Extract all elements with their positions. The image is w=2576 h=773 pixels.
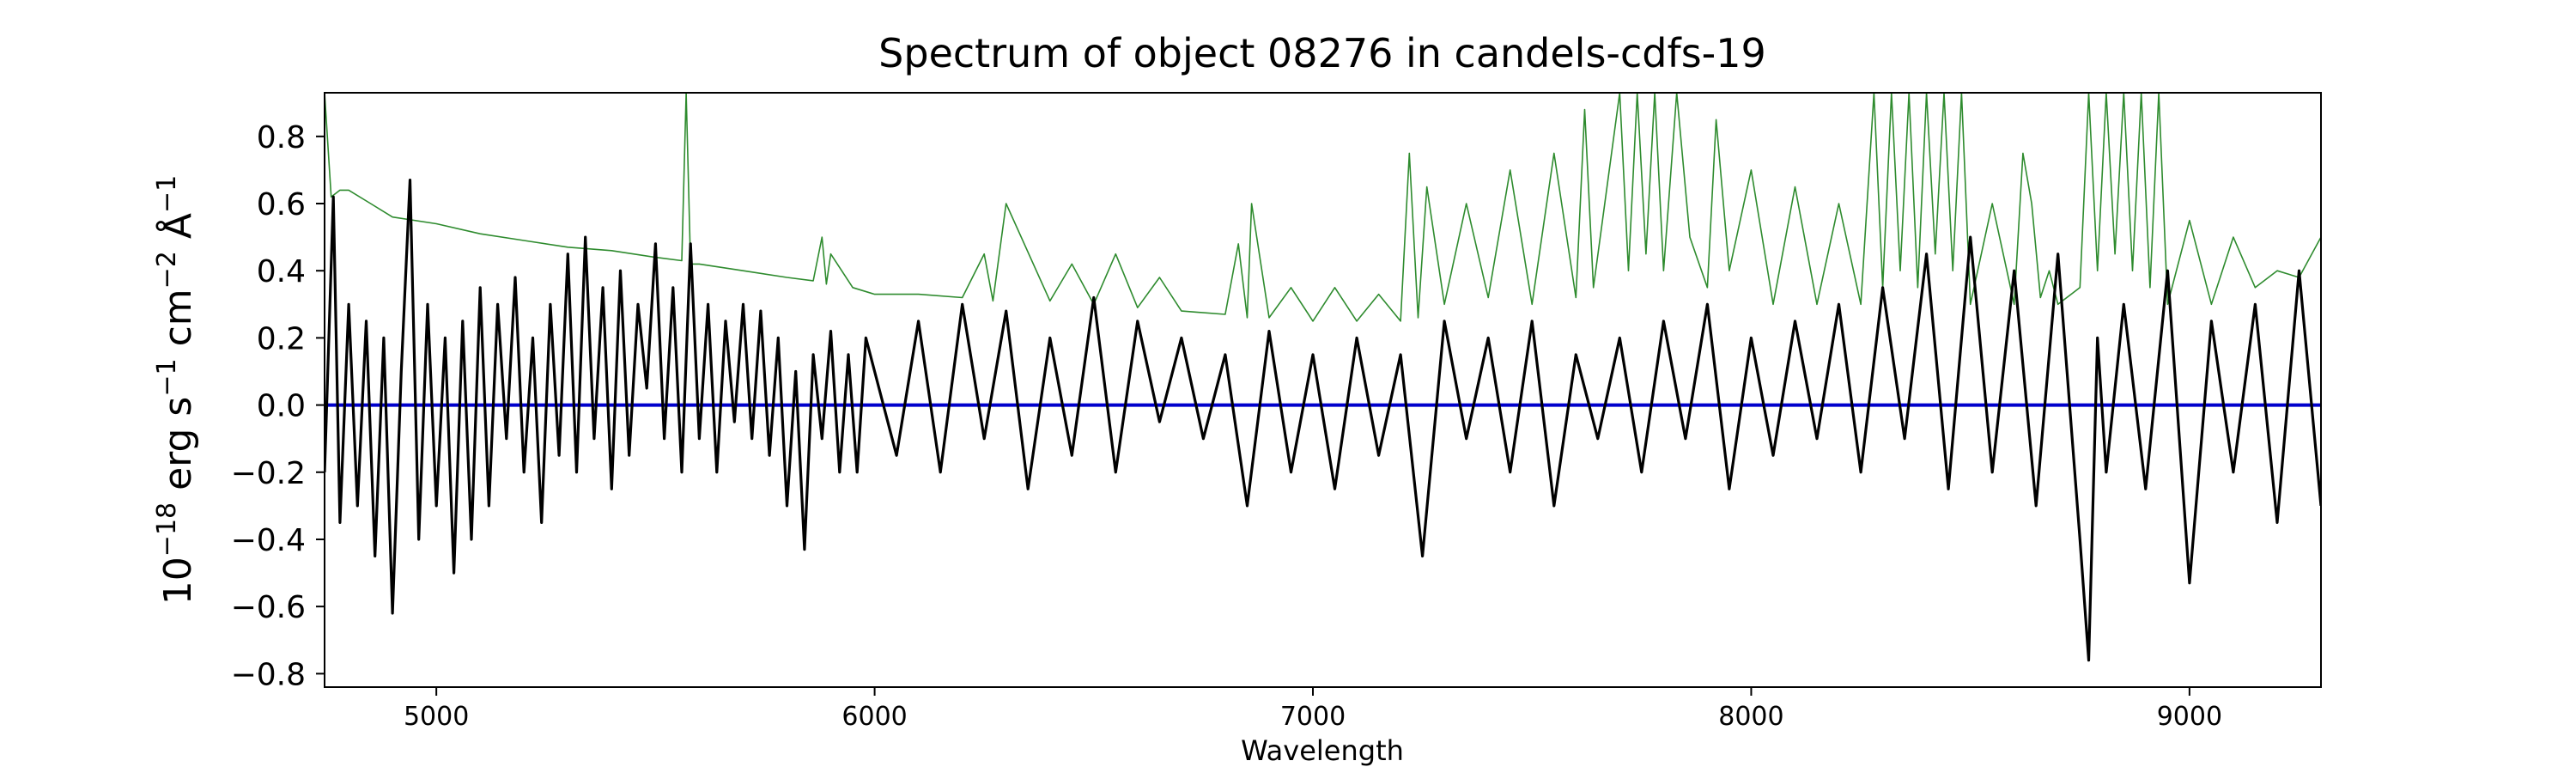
plot-area <box>324 92 2322 688</box>
y-axis-label: 10−18 erg s−1 cm−2 Å−1 <box>152 175 200 605</box>
x-tick-label: 9000 <box>2157 702 2222 732</box>
plot-frame <box>324 92 2322 688</box>
y-axis-label-text: erg s <box>156 397 200 502</box>
y-axis-label-superscript: −1 <box>152 175 182 213</box>
x-tick-label: 5000 <box>404 702 469 732</box>
y-axis-label-superscript: −18 <box>152 502 182 557</box>
series-layer <box>325 93 2321 662</box>
y-tick-label: 0.8 <box>257 120 306 155</box>
y-tick-label: −0.6 <box>231 590 306 625</box>
y-tick-label: 0.0 <box>257 389 306 424</box>
y-tick-label: 0.6 <box>257 187 306 222</box>
x-tick-label: 8000 <box>1718 702 1783 732</box>
y-axis-label-superscript: −2 <box>152 251 182 289</box>
error-series-line <box>325 93 2321 322</box>
y-axis-label-superscript: −1 <box>152 358 182 396</box>
y-tick-label: −0.4 <box>231 523 306 558</box>
x-axis-label: Wavelength <box>1241 734 1404 767</box>
x-tick-label: 7000 <box>1280 702 1346 732</box>
x-tick-label: 6000 <box>841 702 907 732</box>
y-axis-label-text: Å <box>155 213 200 251</box>
y-tick-label: 0.2 <box>257 321 306 356</box>
x-axis: 5000 6000 7000 8000 9000 <box>404 687 2222 732</box>
y-axis-label-text: cm <box>156 289 200 358</box>
y-axis-label-text: 10 <box>156 557 200 605</box>
chart-title: Spectrum of object 08276 in candels-cdfs… <box>878 30 1766 76</box>
y-tick-label: −0.2 <box>231 456 306 491</box>
y-axis: −0.8 −0.6 −0.4 −0.2 0.0 0.2 0.4 0.6 0.8 <box>231 120 325 692</box>
y-tick-label: −0.8 <box>231 657 306 692</box>
flux-series-line <box>325 179 2321 662</box>
y-tick-label: 0.4 <box>257 254 306 289</box>
